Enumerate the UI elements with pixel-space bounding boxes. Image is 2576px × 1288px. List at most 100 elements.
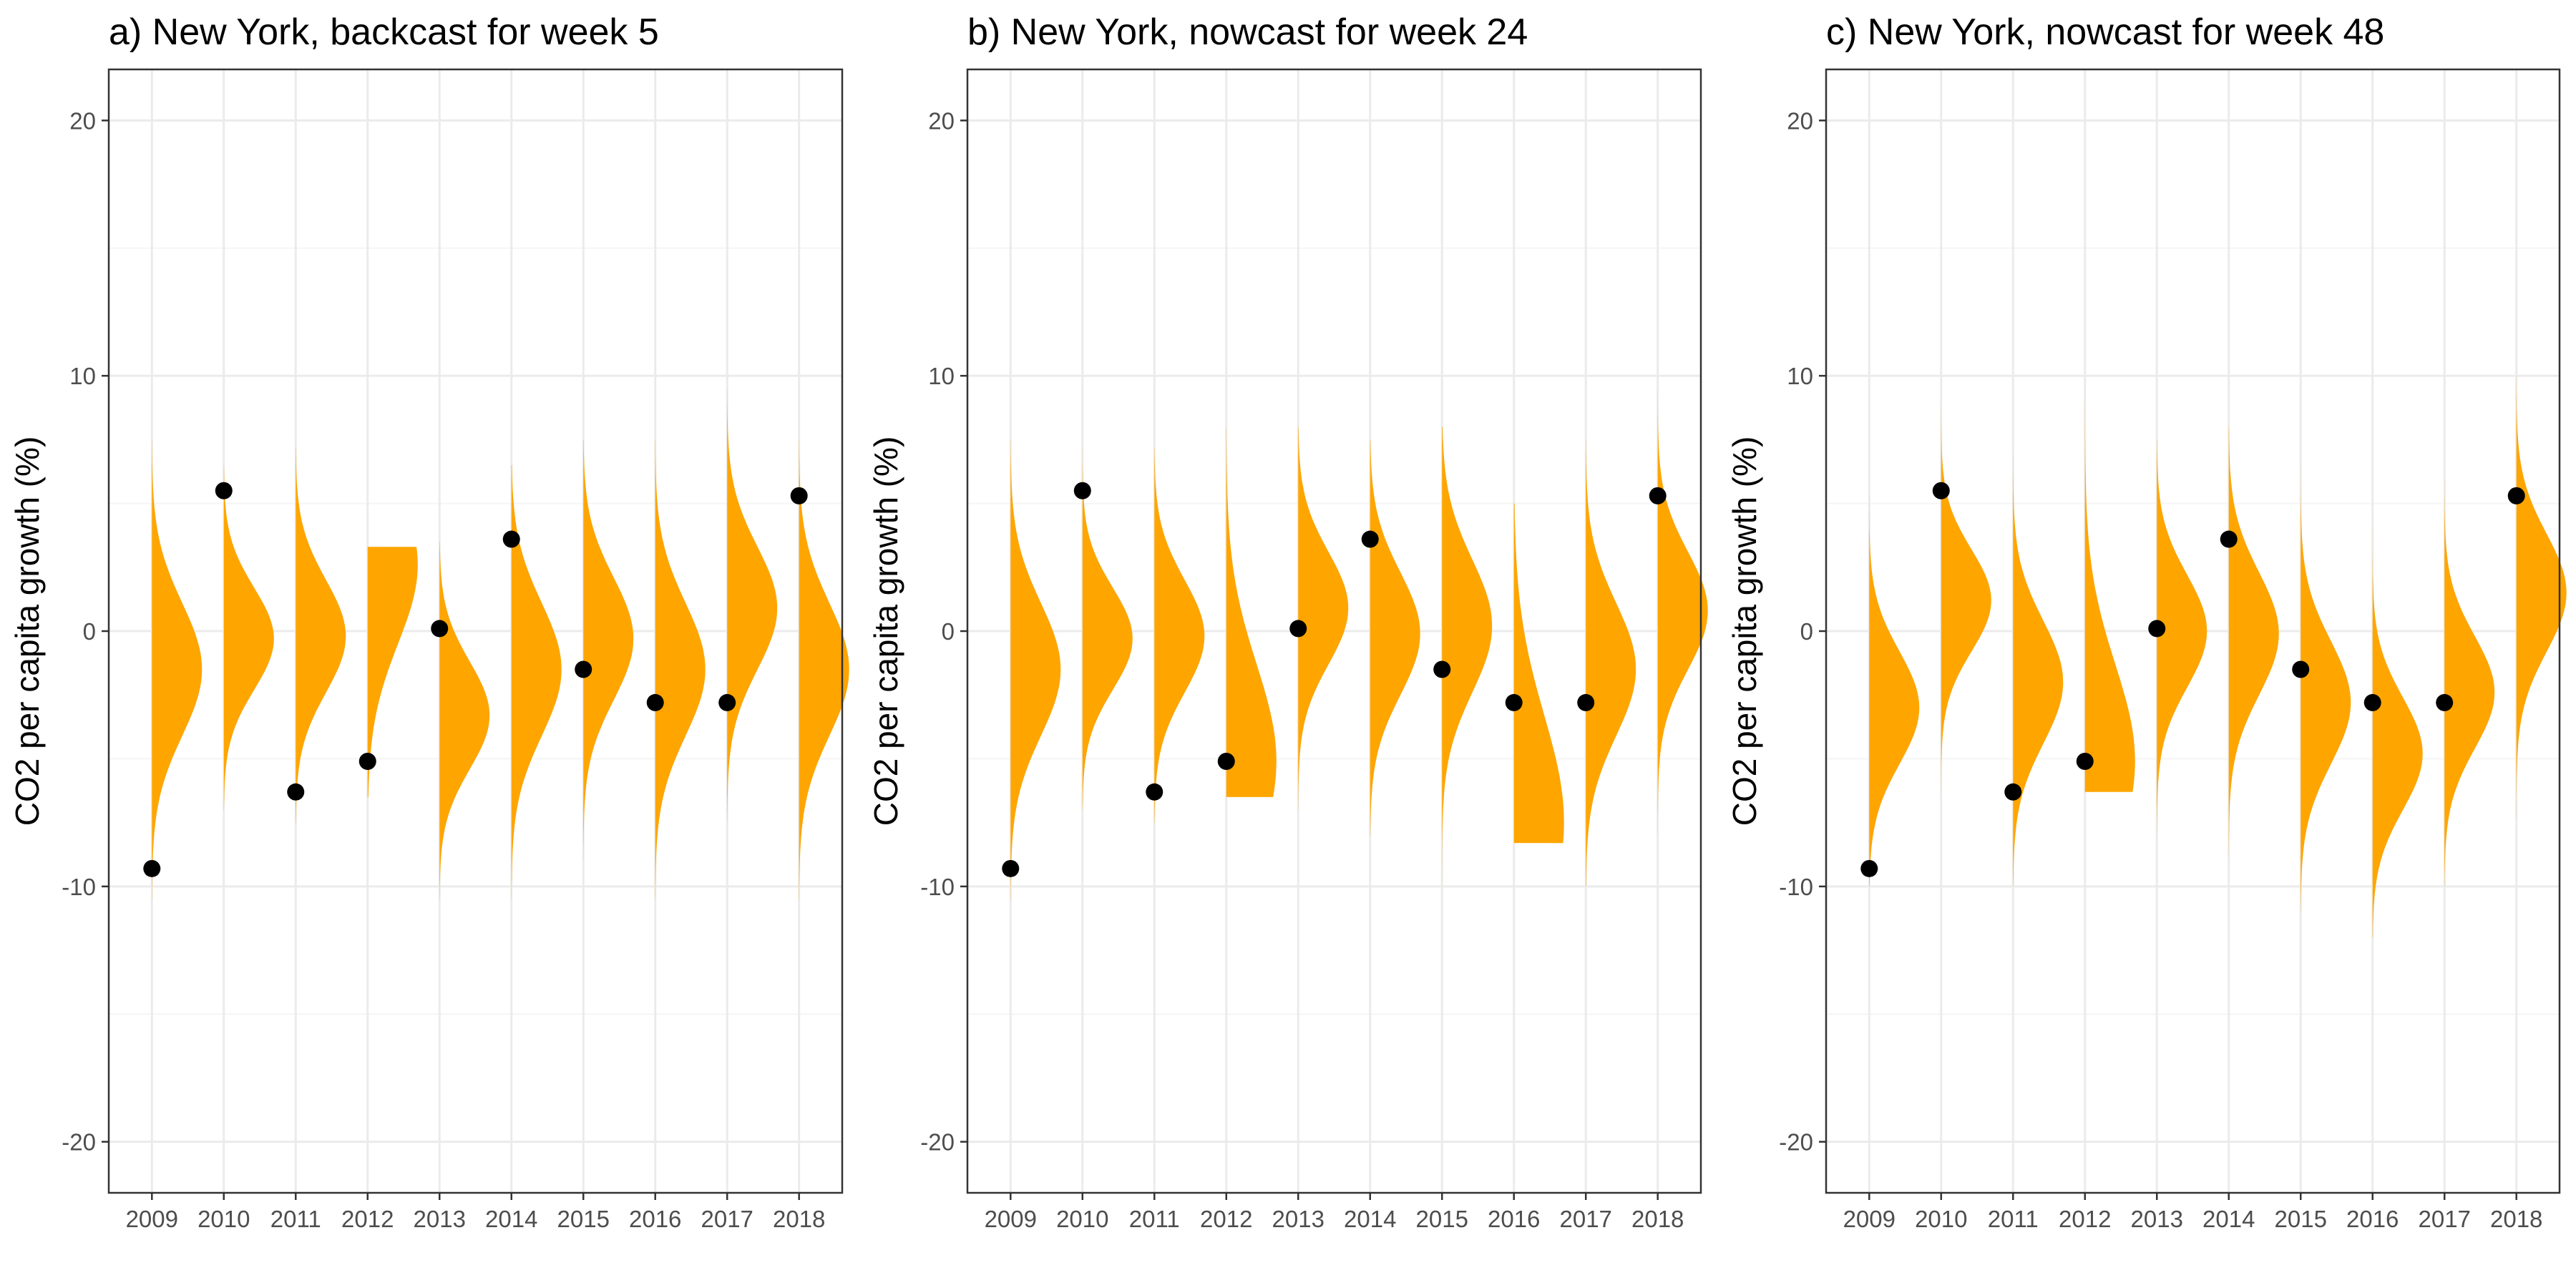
- y-tick-label: 10: [1787, 363, 1813, 389]
- density-2012: [367, 547, 418, 797]
- y-tick-label: 20: [1787, 107, 1813, 134]
- density-2014: [2228, 426, 2279, 862]
- density-2017: [2444, 477, 2495, 887]
- density-2010: [1082, 426, 1133, 810]
- observed-point-2010: [1073, 482, 1091, 499]
- density-2015: [2301, 465, 2351, 912]
- x-tick-label: 2018: [1631, 1206, 1684, 1232]
- x-tick-label: 2017: [1560, 1206, 1612, 1232]
- density-2011: [1154, 447, 1205, 823]
- density-2009: [152, 439, 203, 899]
- y-tick-label: 20: [69, 107, 96, 134]
- y-tick-label: 0: [942, 618, 955, 645]
- panel-title: b) New York, nowcast for week 24: [967, 11, 1528, 53]
- x-tick-label: 2010: [1056, 1206, 1108, 1232]
- observed-point-2011: [2004, 783, 2022, 801]
- density-2017: [727, 389, 778, 823]
- observed-point-2011: [1146, 783, 1163, 801]
- observed-point-2016: [646, 693, 664, 711]
- x-tick-label: 2012: [341, 1206, 394, 1232]
- density-2012: [2084, 376, 2135, 792]
- y-tick-label: -20: [920, 1129, 955, 1156]
- density-2015: [583, 439, 634, 862]
- x-tick-label: 2011: [1129, 1206, 1180, 1232]
- observed-point-2018: [790, 487, 808, 504]
- y-axis-label: CO2 per capita growth (%): [1726, 436, 1763, 826]
- observed-point-2017: [2436, 693, 2454, 711]
- chart-panel-1: -20 -10 0 10 20 2009 2010 2011 2012 2013 2014 2015 2…: [9, 11, 849, 1232]
- density-2010: [1941, 401, 1991, 797]
- density-2018: [1657, 389, 1708, 836]
- x-tick-label: 2018: [773, 1206, 825, 1232]
- observed-point-2017: [1577, 693, 1595, 711]
- density-2012: [1226, 426, 1277, 797]
- observed-point-2014: [1361, 530, 1379, 548]
- y-tick-label: 10: [69, 363, 96, 389]
- y-axis-label: CO2 per capita growth (%): [9, 436, 46, 826]
- density-2015: [1442, 426, 1493, 887]
- density-2014: [511, 465, 562, 899]
- density-2013: [1298, 426, 1349, 810]
- observed-point-2012: [358, 752, 376, 770]
- x-tick-label: 2012: [2059, 1206, 2111, 1232]
- observed-point-2015: [2292, 660, 2310, 678]
- observed-point-2013: [431, 620, 449, 638]
- density-2016: [1513, 503, 1564, 844]
- density-2013: [439, 542, 490, 899]
- observed-point-2009: [1860, 859, 1878, 877]
- x-tick-label: 2013: [1272, 1206, 1324, 1232]
- x-tick-label: 2009: [1843, 1206, 1896, 1232]
- observed-point-2012: [2076, 752, 2094, 770]
- density-2009: [1869, 477, 1920, 887]
- density-2018: [2516, 376, 2567, 823]
- observed-point-2013: [1289, 620, 1307, 638]
- observed-point-2015: [575, 660, 592, 678]
- observed-point-2014: [2220, 530, 2238, 548]
- chart-panel-2: -20 -10 0 10 20 2009 2010 2011 2012 2013 2014 2015 2…: [867, 11, 1708, 1232]
- y-axis-label: CO2 per capita growth (%): [867, 436, 904, 826]
- x-tick-label: 2015: [2275, 1206, 2327, 1232]
- density-2016: [2372, 516, 2423, 938]
- y-tick-label: -20: [1779, 1129, 1813, 1156]
- y-tick-label: 0: [83, 618, 96, 645]
- observed-point-2018: [1649, 487, 1667, 504]
- density-2011: [2013, 452, 2064, 887]
- observed-point-2009: [1002, 859, 1020, 877]
- observed-point-2018: [2507, 487, 2525, 504]
- x-tick-label: 2011: [1988, 1206, 2039, 1232]
- panel-title: a) New York, backcast for week 5: [109, 11, 659, 53]
- x-tick-label: 2013: [2131, 1206, 2183, 1232]
- density-2016: [655, 439, 706, 899]
- observed-point-2013: [2148, 620, 2166, 638]
- observed-point-2015: [1433, 660, 1451, 678]
- density-2018: [799, 439, 849, 899]
- y-tick-label: -20: [62, 1129, 96, 1156]
- density-2009: [1010, 439, 1061, 899]
- x-tick-label: 2010: [1915, 1206, 1967, 1232]
- y-tick-label: 20: [928, 107, 955, 134]
- x-tick-label: 2013: [414, 1206, 466, 1232]
- panel-title: c) New York, nowcast for week 48: [1826, 11, 2384, 53]
- x-tick-label: 2009: [126, 1206, 178, 1232]
- y-tick-label: 10: [928, 363, 955, 389]
- observed-point-2017: [718, 693, 736, 711]
- x-tick-label: 2018: [2490, 1206, 2542, 1232]
- density-2010: [223, 465, 274, 810]
- y-tick-label: -10: [920, 874, 955, 900]
- x-tick-label: 2014: [1344, 1206, 1396, 1232]
- x-tick-label: 2016: [1488, 1206, 1540, 1232]
- observed-point-2012: [1217, 752, 1235, 770]
- observed-point-2016: [2363, 693, 2381, 711]
- y-tick-label: -10: [1779, 874, 1813, 900]
- y-tick-label: 0: [1800, 618, 1813, 645]
- x-tick-label: 2016: [629, 1206, 681, 1232]
- x-tick-label: 2015: [557, 1206, 610, 1232]
- observed-point-2010: [1932, 482, 1950, 499]
- x-tick-label: 2017: [701, 1206, 753, 1232]
- x-tick-label: 2015: [1416, 1206, 1468, 1232]
- x-tick-label: 2016: [2346, 1206, 2399, 1232]
- observed-point-2011: [287, 783, 305, 801]
- observed-point-2014: [502, 530, 520, 548]
